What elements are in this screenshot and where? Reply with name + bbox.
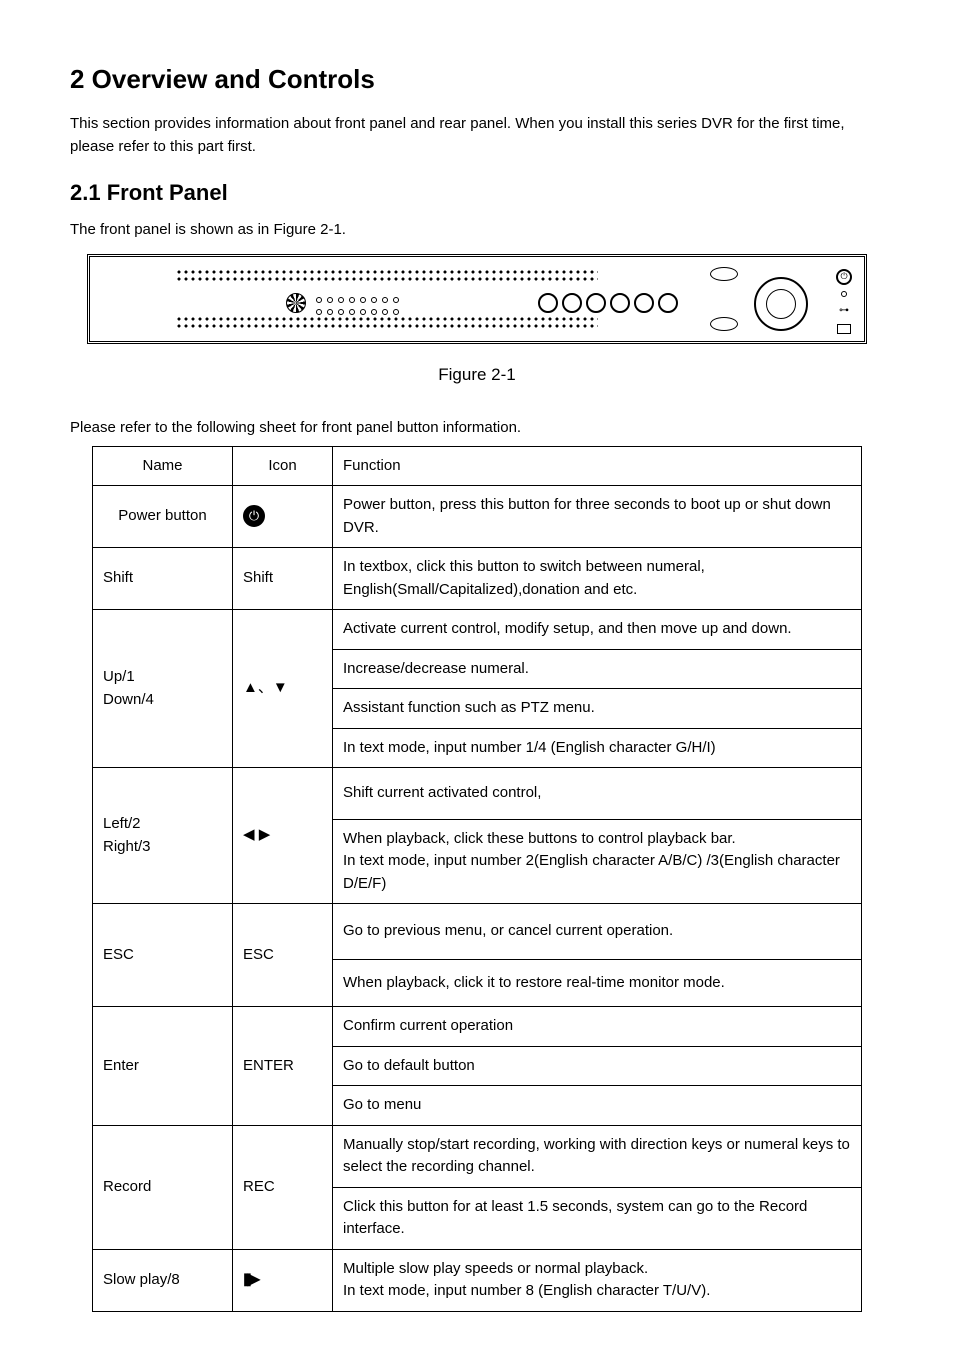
table-row: Slow play/8 ▮▶ Multiple slow play speeds… bbox=[93, 1249, 862, 1311]
cell-function: Go to previous menu, or cancel current o… bbox=[333, 904, 862, 960]
cell-name: Record bbox=[93, 1125, 233, 1249]
cell-icon: ◀ ▶ bbox=[233, 768, 333, 904]
status-led-icon bbox=[841, 291, 847, 297]
cell-name: Power button bbox=[93, 486, 233, 548]
cell-function: Activate current control, modify setup, … bbox=[333, 610, 862, 650]
overview-intro-text: This section provides information about … bbox=[70, 113, 884, 158]
cell-function: Assistant function such as PTZ menu. bbox=[333, 689, 862, 729]
table-row: Up/1 Down/4 ▲、▼ Activate current control… bbox=[93, 610, 862, 650]
table-row: Shift Shift In textbox, click this butto… bbox=[93, 548, 862, 610]
cell-function: When playback, click these buttons to co… bbox=[333, 819, 862, 904]
cell-icon: REC bbox=[233, 1125, 333, 1249]
header-function: Function bbox=[333, 446, 862, 486]
cell-name: Left/2 Right/3 bbox=[93, 768, 233, 904]
front-panel-text: The front panel is shown as in Figure 2-… bbox=[70, 219, 884, 242]
table-row: Enter ENTER Confirm current operation bbox=[93, 1007, 862, 1047]
led-indicator-row bbox=[316, 307, 548, 317]
cell-icon: Shift bbox=[233, 548, 333, 610]
usb-port-icon: ⊶ bbox=[839, 303, 849, 318]
panel-oval-buttons bbox=[710, 267, 738, 331]
front-panel-button-table: Name Icon Function Power button ⏻ Power … bbox=[92, 446, 862, 1312]
vent-dots-row bbox=[176, 323, 598, 329]
cell-name: Up/1 Down/4 bbox=[93, 610, 233, 768]
cell-icon: ⏻ bbox=[233, 486, 333, 548]
table-header-row: Name Icon Function bbox=[93, 446, 862, 486]
sheet-intro-text: Please refer to the following sheet for … bbox=[70, 417, 884, 440]
cell-function: Shift current activated control, bbox=[333, 768, 862, 820]
panel-button-row bbox=[538, 293, 678, 313]
table-row: Power button ⏻ Power button, press this … bbox=[93, 486, 862, 548]
cell-function: Manually stop/start recording, working w… bbox=[333, 1125, 862, 1187]
cell-name: Slow play/8 bbox=[93, 1249, 233, 1311]
cell-function: Go to default button bbox=[333, 1046, 862, 1086]
cell-function: Confirm current operation bbox=[333, 1007, 862, 1047]
vent-dots-row bbox=[176, 276, 598, 282]
cell-icon: ESC bbox=[233, 904, 333, 1007]
slow-play-icon: ▮▶ bbox=[243, 1271, 256, 1288]
cell-function: In textbox, click this button to switch … bbox=[333, 548, 862, 610]
table-row: ESC ESC Go to previous menu, or cancel c… bbox=[93, 904, 862, 960]
header-icon: Icon bbox=[233, 446, 333, 486]
jog-wheel-icon bbox=[754, 277, 808, 331]
front-panel-diagram: ⏻ ⊶ bbox=[87, 254, 867, 344]
cell-icon: ▮▶ bbox=[233, 1249, 333, 1311]
table-row: Record REC Manually stop/start recording… bbox=[93, 1125, 862, 1187]
cell-name: ESC bbox=[93, 904, 233, 1007]
cell-function: Go to menu bbox=[333, 1086, 862, 1126]
power-icon: ⏻ bbox=[836, 269, 852, 285]
cell-function: Power button, press this button for thre… bbox=[333, 486, 862, 548]
ir-receiver-icon bbox=[286, 293, 306, 313]
section-title-front-panel: 2.1 Front Panel bbox=[70, 176, 884, 209]
cell-icon: ▲、▼ bbox=[233, 610, 333, 768]
header-name: Name bbox=[93, 446, 233, 486]
led-indicator-row bbox=[316, 295, 548, 305]
cell-function: Increase/decrease numeral. bbox=[333, 649, 862, 689]
cell-name: Shift bbox=[93, 548, 233, 610]
cell-function: Click this button for at least 1.5 secon… bbox=[333, 1187, 862, 1249]
cell-function: When playback, click it to restore real-… bbox=[333, 959, 862, 1007]
cell-name: Enter bbox=[93, 1007, 233, 1126]
cell-function: In text mode, input number 1/4 (English … bbox=[333, 728, 862, 768]
table-row: Left/2 Right/3 ◀ ▶ Shift current activat… bbox=[93, 768, 862, 820]
vent-dots-row bbox=[176, 269, 598, 275]
power-icon: ⏻ bbox=[243, 505, 265, 527]
section-title-overview: 2 Overview and Controls bbox=[70, 60, 884, 99]
figure-caption: Figure 2-1 bbox=[70, 362, 884, 388]
cell-function: Multiple slow play speeds or normal play… bbox=[333, 1249, 862, 1311]
usb-slot-icon bbox=[837, 324, 851, 334]
cell-icon: ENTER bbox=[233, 1007, 333, 1126]
